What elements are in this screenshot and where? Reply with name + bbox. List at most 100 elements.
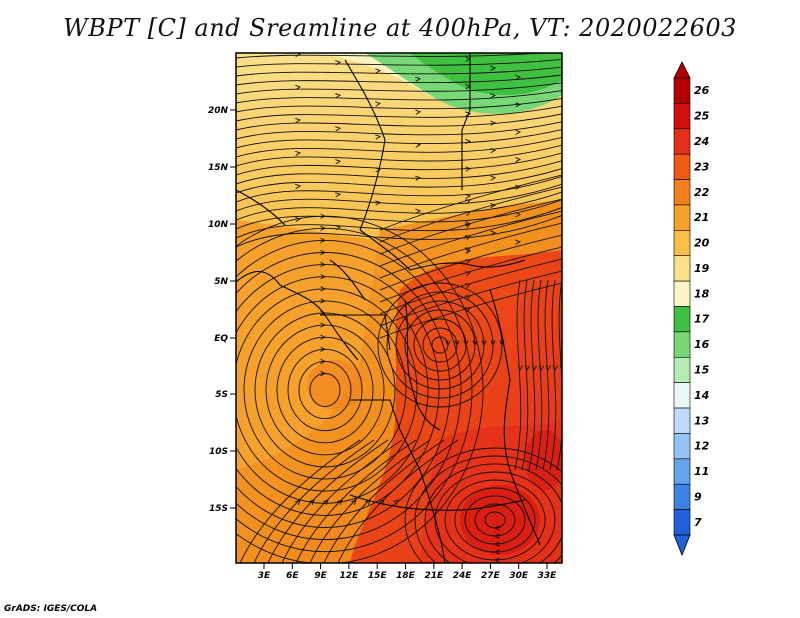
streamline [236,82,562,95]
colorbar-swatch [673,483,691,510]
colorbar: 26 25 24 23 22 21 20 19 18 17 16 15 14 13 12 11 9 7 [673,61,710,557]
colorbar-label: 17 [694,313,710,326]
streamline [464,495,526,545]
grads-credit: GrADS: IGES/COLA [4,604,98,614]
colorbar-swatch [673,153,691,180]
streamline-arrow [415,175,422,181]
streamline-arrow [320,213,327,219]
streamline-arrow [320,274,327,280]
streamline [236,288,418,492]
streamline [514,279,522,471]
streamline [424,463,562,563]
streamline [236,276,429,504]
colorbar-swatch [673,77,691,104]
streamline [404,447,562,563]
streamline [287,348,363,432]
streamline [236,227,473,553]
streamline-arrow [490,202,497,209]
streamline-arrow [490,65,497,71]
lon-label: 30E [509,571,529,581]
streamline [379,186,562,243]
streamline-arrow [320,262,327,268]
streamline-arrow [295,84,302,91]
streamline [484,511,506,529]
longitude-labels: 3E 6E 9E 12E 15E 18E 21E 24E 27E 30E 33E [258,563,557,581]
streamline [379,270,562,327]
streamline [521,279,529,471]
lon-label: 24E [453,571,473,581]
streamline-arrow [375,200,382,206]
streamline [414,455,562,563]
streamline [309,373,341,407]
streamline-arrow [335,159,342,165]
streamline-arrow [464,235,471,241]
streamline-arrow [515,74,522,80]
colorbar-label: 20 [694,237,710,250]
streamline [265,324,385,456]
colorbar-label: 18 [694,287,710,300]
streamline-arrow [538,365,544,372]
streamline [236,240,462,540]
streamline-arrow [515,239,522,245]
streamline [236,90,562,104]
streamline-arrow [517,365,523,372]
colorbar-top-arrow [673,61,691,79]
streamline [549,279,557,471]
streamline [379,258,562,315]
streamline-arrow [515,157,522,163]
colorbar-label: 25 [694,110,710,123]
streamline-arrow [320,346,327,352]
streamline-arrow [493,541,500,547]
streamline [243,300,407,480]
streamline-arrow [375,101,382,107]
colorbar-swatch [673,407,691,434]
streamline-arrow [493,557,500,563]
streamline [236,53,549,59]
streamline-arrow [335,192,342,198]
streamline [236,66,562,77]
streamline [379,198,562,255]
lon-label: 12E [340,571,360,581]
streamline [379,234,562,291]
streamline [454,487,536,553]
streamline-arrow [415,76,422,82]
streamline [236,129,562,149]
colorbar-swatch [673,280,691,307]
streamline [236,168,562,194]
streamline-arrow [320,237,327,243]
streamline-arrow [320,249,327,256]
lon-label: 21E [424,571,444,581]
colorbar-swatch [673,458,691,485]
streamline [267,439,389,563]
streamline-arrow [552,365,558,372]
lat-label: 15S [209,504,228,514]
streamline [236,264,440,516]
streamline-arrow [515,129,522,135]
lon-label: 9E [314,571,327,581]
colorbar-label: 24 [694,135,709,148]
streamline [253,439,375,563]
streamline-arrow [495,582,500,586]
streamline [379,222,562,279]
streamline-arrow [415,142,422,148]
streamline [236,136,562,158]
streamline [444,479,546,561]
lon-label: 27E [481,571,501,581]
streamline-arrow [295,183,302,190]
streamline [236,74,562,86]
streamline-arrow [464,295,471,301]
colorbar-label: 11 [694,465,709,478]
streamline-arrow [393,499,399,505]
colorbar-label: 14 [694,389,709,402]
streamline-arrow [454,340,460,347]
colorbar-swatch [673,433,691,460]
colorbar-swatch [673,382,691,409]
colorbar-label: 7 [694,516,702,529]
streamline-arrow [490,93,497,99]
streamline [236,175,562,203]
streamline [236,58,562,68]
streamline [474,503,516,537]
streamline-arrow [545,365,551,372]
colorbar-swatch [673,103,691,130]
